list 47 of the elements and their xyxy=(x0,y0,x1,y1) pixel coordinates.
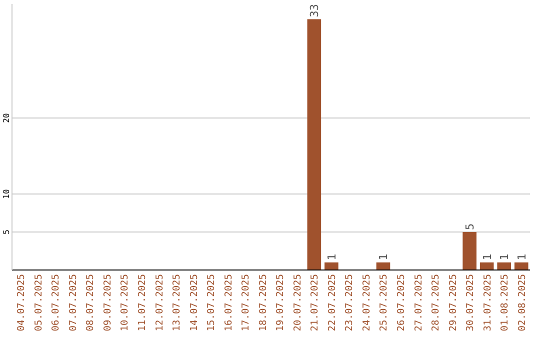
x-tick-label: 08.07.2025 xyxy=(85,274,96,332)
data-label: 1 xyxy=(480,254,494,260)
x-tick-label: 14.07.2025 xyxy=(188,274,200,332)
x-tick-label: 26.07.2025 xyxy=(396,274,407,332)
bar xyxy=(480,262,494,270)
x-tick-label: 13.07.2025 xyxy=(172,274,183,332)
data-label: 5 xyxy=(464,223,477,230)
x-tick-label: 11.07.2025 xyxy=(137,274,148,332)
bar xyxy=(307,19,322,270)
bar xyxy=(324,262,338,270)
x-tick-label: 18.07.2025 xyxy=(258,274,269,332)
bar xyxy=(462,232,476,270)
y-tick-label: 10 xyxy=(2,189,11,199)
x-tick-label: 07.07.2025 xyxy=(68,274,79,332)
y-tick-label: 5 xyxy=(2,229,11,234)
data-label: 1 xyxy=(377,254,390,260)
x-tick-label: 04.07.2025 xyxy=(16,274,28,332)
x-tick-label: 28.07.2025 xyxy=(430,274,442,332)
x-tick-label: 25.07.2025 xyxy=(378,274,390,332)
x-tick-label: 05.07.2025 xyxy=(33,274,44,332)
x-tick-label: 29.07.2025 xyxy=(448,274,459,332)
data-label: 1 xyxy=(325,254,338,260)
data-label: 33 xyxy=(308,4,322,18)
bar xyxy=(376,262,390,270)
x-tick-label: 16.07.2025 xyxy=(223,274,234,332)
x-tick-label: 01.08.2025 xyxy=(500,274,511,332)
x-tick-label: 30.07.2025 xyxy=(465,274,476,332)
x-tick-label: 15.07.2025 xyxy=(206,274,218,332)
x-tick-label: 19.07.2025 xyxy=(275,274,286,332)
x-tick-label: 31.07.2025 xyxy=(482,274,494,332)
x-tick-label: 10.07.2025 xyxy=(120,274,131,332)
y-tick-label: 20 xyxy=(2,113,11,123)
data-label: 1 xyxy=(498,254,512,260)
x-tick-label: 02.08.2025 xyxy=(516,274,528,332)
data-label: 1 xyxy=(515,254,528,260)
x-tick-label: 24.07.2025 xyxy=(361,274,372,332)
x-tick-label: 22.07.2025 xyxy=(326,274,338,332)
x-tick-label: 12.07.2025 xyxy=(154,274,166,332)
x-tick-label: 09.07.2025 xyxy=(102,274,114,332)
x-tick-label: 06.07.2025 xyxy=(50,274,62,332)
x-tick-label: 20.07.2025 xyxy=(292,274,304,332)
x-tick-label: 27.07.2025 xyxy=(413,274,424,332)
bar xyxy=(514,262,528,270)
bar xyxy=(497,262,512,270)
x-tick-label: 23.07.2025 xyxy=(344,274,356,332)
x-tick-label: 21.07.2025 xyxy=(310,274,321,332)
x-tick-label: 17.07.2025 xyxy=(240,274,252,332)
